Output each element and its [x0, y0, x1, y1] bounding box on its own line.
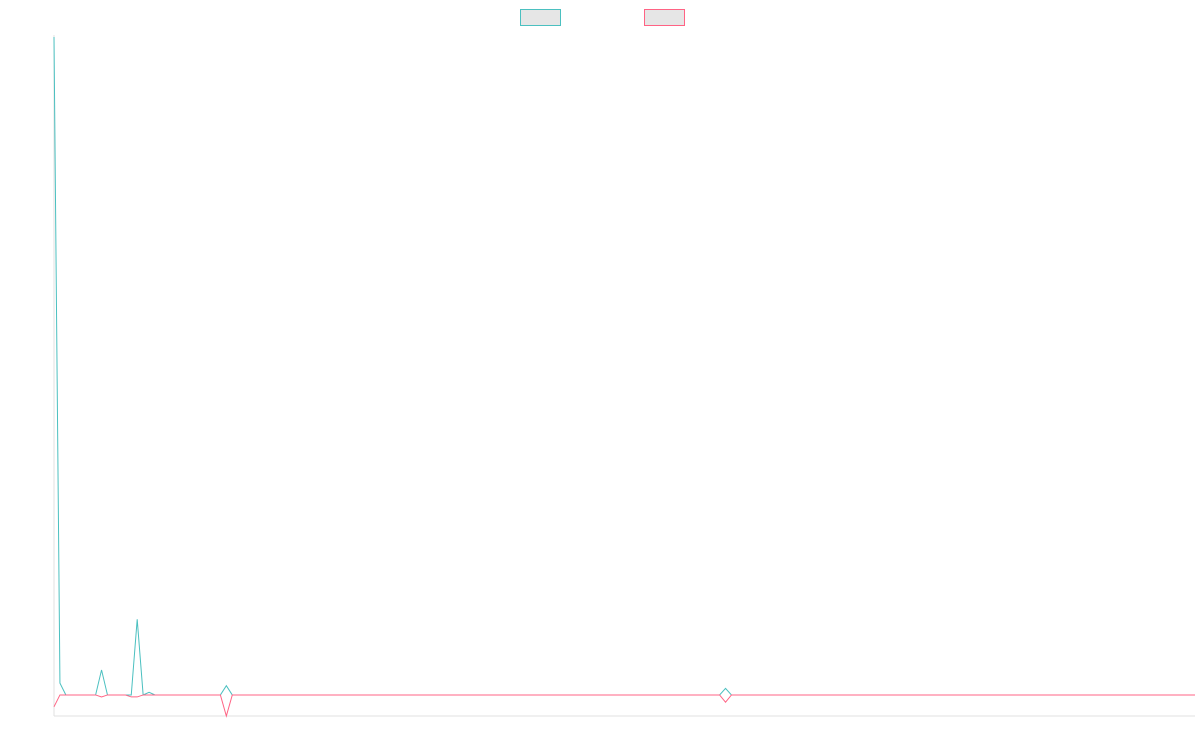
series-line-1: [53, 36, 1195, 696]
series-line-2: [53, 694, 1195, 718]
legend-swatch-2[interactable]: [644, 9, 685, 26]
chart-legend[interactable]: [520, 9, 685, 26]
legend-swatch-1[interactable]: [520, 9, 561, 26]
chart-axes: [53, 35, 1195, 717]
chart-series-group: [53, 36, 1195, 718]
